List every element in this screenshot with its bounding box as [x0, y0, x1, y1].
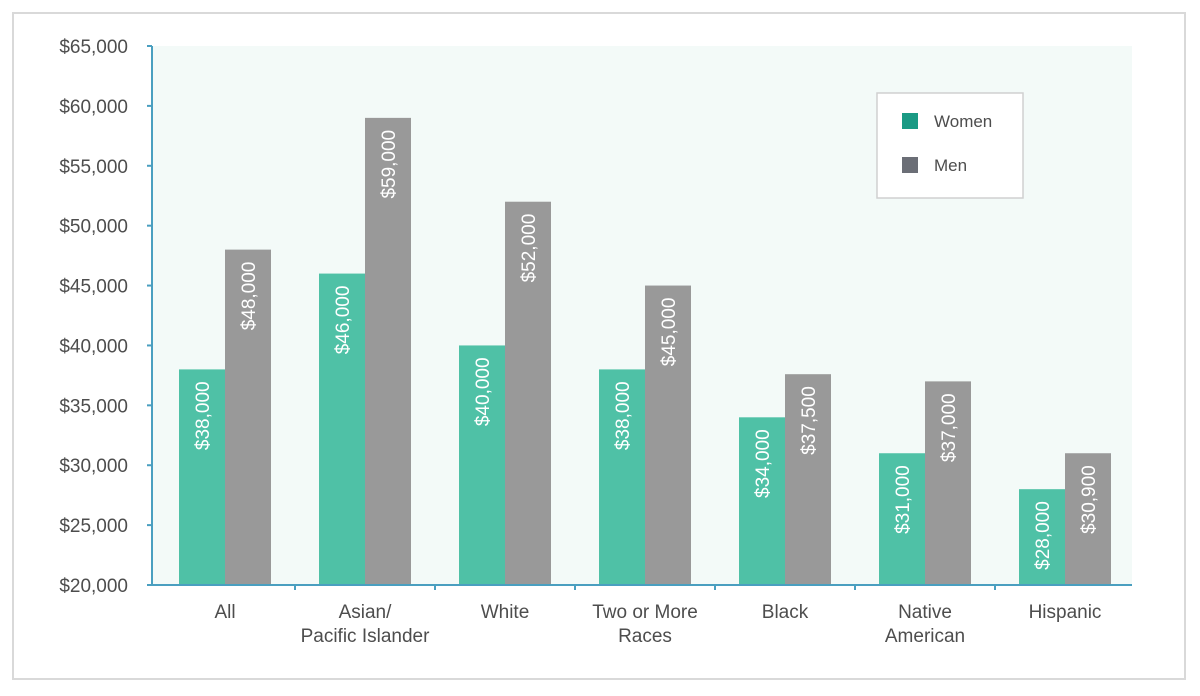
y-tick-label: $25,000: [59, 516, 128, 537]
bar-value-label: $45,000: [659, 298, 680, 367]
bar-value-label: $59,000: [379, 130, 400, 199]
legend-box: [876, 92, 1024, 199]
legend-label-women: Women: [934, 112, 992, 131]
x-category-label: Black: [762, 602, 809, 623]
bar-women-3: [599, 369, 645, 585]
bar-value-label: $37,000: [939, 393, 960, 462]
bar-value-label: $40,000: [473, 357, 494, 426]
bar-value-label: $37,500: [799, 386, 820, 455]
bar-value-label: $46,000: [333, 286, 354, 355]
x-category-label: White: [481, 602, 530, 623]
bar-value-label: $30,900: [1079, 465, 1100, 534]
bar-women-2: [459, 345, 505, 585]
bar-men-0: [225, 249, 271, 585]
x-category-label: Asian/Pacific Islander: [301, 602, 431, 647]
bar-value-label: $52,000: [519, 214, 540, 283]
bar-value-label: $31,000: [893, 465, 914, 534]
bar-women-6: [1019, 489, 1065, 585]
bar-women-4: [739, 417, 785, 585]
bar-value-label: $38,000: [193, 381, 214, 450]
bar-men-6: [1065, 453, 1111, 585]
y-tick-label: $45,000: [59, 277, 128, 298]
x-category-label: Native American: [885, 602, 965, 647]
y-tick-label: $30,000: [59, 456, 128, 477]
bar-value-label: $34,000: [753, 429, 774, 498]
y-tick-label: $20,000: [59, 576, 128, 597]
y-tick-label: $55,000: [59, 157, 128, 178]
y-tick-label: $50,000: [59, 217, 128, 238]
bar-value-label: $48,000: [239, 262, 260, 331]
y-tick-label: $40,000: [59, 336, 128, 357]
bar-women-0: [179, 369, 225, 585]
bar-men-2: [505, 201, 551, 585]
legend-swatch-women: [902, 113, 918, 129]
y-tick-label: $60,000: [59, 97, 128, 118]
y-tick-label: $65,000: [59, 37, 128, 58]
bar-value-label: $28,000: [1033, 501, 1054, 570]
bar-women-5: [879, 453, 925, 585]
legend-label-men: Men: [934, 156, 967, 175]
bar-men-1: [365, 117, 411, 585]
bar-value-label: $38,000: [613, 381, 634, 450]
x-category-label: Hispanic: [1029, 602, 1102, 623]
y-tick-label: $35,000: [59, 396, 128, 417]
legend-swatch-men: [902, 157, 918, 173]
bar-men-5: [925, 381, 971, 585]
x-category-label: All: [214, 602, 235, 623]
x-category-label: Two or More Races: [592, 602, 698, 647]
bar-men-4: [785, 374, 831, 585]
bar-women-1: [319, 273, 365, 585]
legend: Women Men: [876, 92, 1024, 199]
bar-men-3: [645, 285, 691, 585]
